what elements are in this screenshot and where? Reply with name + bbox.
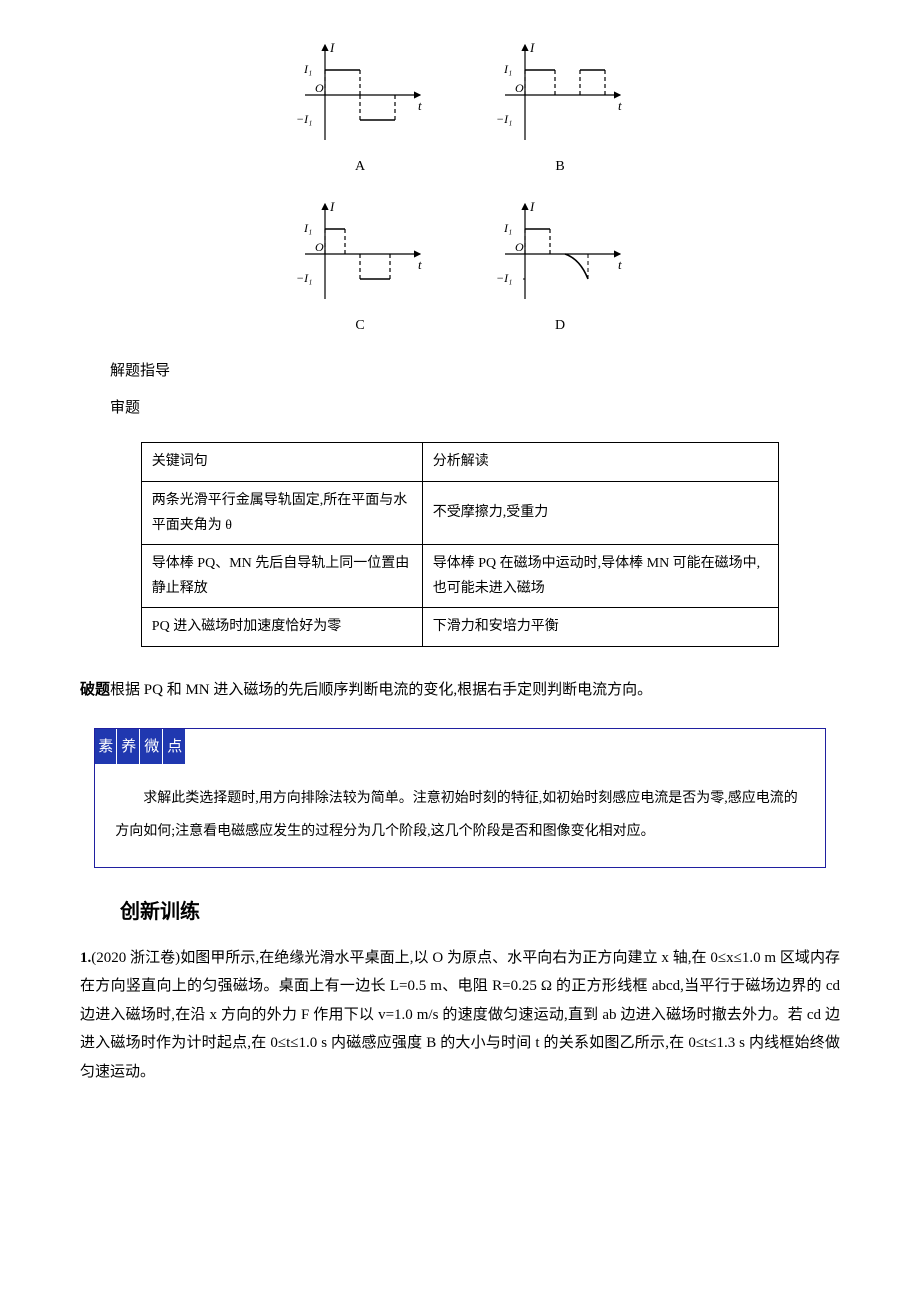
table-row: PQ 进入磁场时加速度恰好为零 下滑力和安培力平衡 bbox=[141, 608, 778, 646]
svg-text:I: I bbox=[529, 40, 535, 55]
origin: O bbox=[315, 81, 324, 95]
table-row: 导体棒 PQ、MN 先后自导轨上同一位置由静止释放 导体棒 PQ 在磁场中运动时… bbox=[141, 544, 778, 607]
graph-A: I t O I₁ −I₁ A bbox=[290, 40, 430, 179]
svg-text:O: O bbox=[515, 81, 524, 95]
svg-text:O: O bbox=[515, 240, 524, 254]
table-header-row: 关键词句 分析解读 bbox=[141, 443, 778, 481]
cell-l: 导体棒 PQ、MN 先后自导轨上同一位置由静止释放 bbox=[141, 544, 422, 607]
suyang-tag: 素 养 微 点 bbox=[95, 729, 185, 764]
tick-nI1: −I₁ bbox=[296, 112, 312, 126]
axis-I: I bbox=[329, 40, 335, 55]
svg-text:−I₁: −I₁ bbox=[496, 271, 512, 285]
poti-label: 破题 bbox=[80, 682, 110, 698]
svg-text:I₁: I₁ bbox=[303, 221, 312, 235]
tag-char: 微 bbox=[141, 729, 163, 764]
graph-B-label: B bbox=[555, 154, 564, 179]
suyang-box: 素 养 微 点 求解此类选择题时,用方向排除法较为简单。注意初始时刻的特征,如初… bbox=[94, 728, 826, 868]
th-keywords: 关键词句 bbox=[141, 443, 422, 481]
suyang-body: 求解此类选择题时,用方向排除法较为简单。注意初始时刻的特征,如初始时刻感应电流是… bbox=[95, 764, 825, 867]
suyang-tag-row: 素 养 微 点 bbox=[95, 729, 825, 764]
cell-r: 不受摩擦力,受重力 bbox=[422, 481, 778, 544]
cell-text: PQ 进入磁场时加速度恰好为零 bbox=[152, 619, 341, 634]
problem-source: (2020 浙江卷) bbox=[91, 950, 180, 966]
tag-char: 点 bbox=[164, 729, 185, 764]
svg-text:I: I bbox=[529, 199, 535, 214]
cell-l: 两条光滑平行金属导轨固定,所在平面与水平面夹角为 θ bbox=[141, 481, 422, 544]
svg-text:t: t bbox=[418, 257, 422, 272]
graph-A-svg: I t O I₁ −I₁ bbox=[290, 40, 430, 150]
analysis-table: 关键词句 分析解读 两条光滑平行金属导轨固定,所在平面与水平面夹角为 θ 不受摩… bbox=[141, 442, 779, 646]
tick-I1: I₁ bbox=[303, 62, 312, 76]
tag-char: 素 bbox=[95, 729, 117, 764]
graph-C: I t O I₁ −I₁ C bbox=[290, 199, 430, 338]
problem-1: 1.(2020 浙江卷)如图甲所示,在绝缘光滑水平桌面上,以 O 为原点、水平向… bbox=[80, 944, 840, 1087]
cell-r: 下滑力和安培力平衡 bbox=[422, 608, 778, 646]
svg-text:−I₁: −I₁ bbox=[496, 112, 512, 126]
graph-C-label: C bbox=[355, 313, 364, 338]
graph-B-svg: I t O I₁ −I₁ bbox=[490, 40, 630, 150]
shenti-label: 审题 bbox=[110, 395, 840, 422]
graph-C-svg: I t O I₁ −I₁ bbox=[290, 199, 430, 309]
svg-text:I₁: I₁ bbox=[503, 221, 512, 235]
graph-row-2: I t O I₁ −I₁ C I t O I₁ bbox=[80, 199, 840, 338]
jieti-label: 解题指导 bbox=[110, 358, 840, 385]
svg-text:t: t bbox=[618, 98, 622, 113]
cell-text: 两条光滑平行金属导轨固定,所在平面与水平面夹角为 θ bbox=[152, 493, 408, 533]
graph-B: I t O I₁ −I₁ B bbox=[490, 40, 630, 179]
cell-l: PQ 进入磁场时加速度恰好为零 bbox=[141, 608, 422, 646]
graph-D: I t O I₁ −I₁ D bbox=[490, 199, 630, 338]
svg-text:O: O bbox=[315, 240, 324, 254]
axis-t: t bbox=[418, 98, 422, 113]
svg-text:t: t bbox=[618, 257, 622, 272]
graph-D-label: D bbox=[555, 313, 565, 338]
th-analysis: 分析解读 bbox=[422, 443, 778, 481]
problem-num: 1. bbox=[80, 950, 91, 966]
cell-text: 导体棒 PQ、MN 先后自导轨上同一位置由静止释放 bbox=[152, 556, 409, 596]
graph-row-1: I t O I₁ −I₁ A I t O I₁ bbox=[80, 40, 840, 179]
tag-char: 养 bbox=[118, 729, 140, 764]
poti-text: 根据 PQ 和 MN 进入磁场的先后顺序判断电流的变化,根据右手定则判断电流方向… bbox=[110, 682, 652, 698]
poti-line: 破题根据 PQ 和 MN 进入磁场的先后顺序判断电流的变化,根据右手定则判断电流… bbox=[80, 677, 840, 704]
problem-body: 如图甲所示,在绝缘光滑水平桌面上,以 O 为原点、水平向右为正方向建立 x 轴,… bbox=[80, 950, 840, 1080]
graph-D-svg: I t O I₁ −I₁ bbox=[490, 199, 630, 309]
graph-A-label: A bbox=[355, 154, 365, 179]
svg-text:I: I bbox=[329, 199, 335, 214]
svg-text:I₁: I₁ bbox=[503, 62, 512, 76]
chuangxin-heading: 创新训练 bbox=[120, 894, 840, 930]
svg-text:−I₁: −I₁ bbox=[296, 271, 312, 285]
table-row: 两条光滑平行金属导轨固定,所在平面与水平面夹角为 θ 不受摩擦力,受重力 bbox=[141, 481, 778, 544]
cell-r: 导体棒 PQ 在磁场中运动时,导体棒 MN 可能在磁场中,也可能未进入磁场 bbox=[422, 544, 778, 607]
